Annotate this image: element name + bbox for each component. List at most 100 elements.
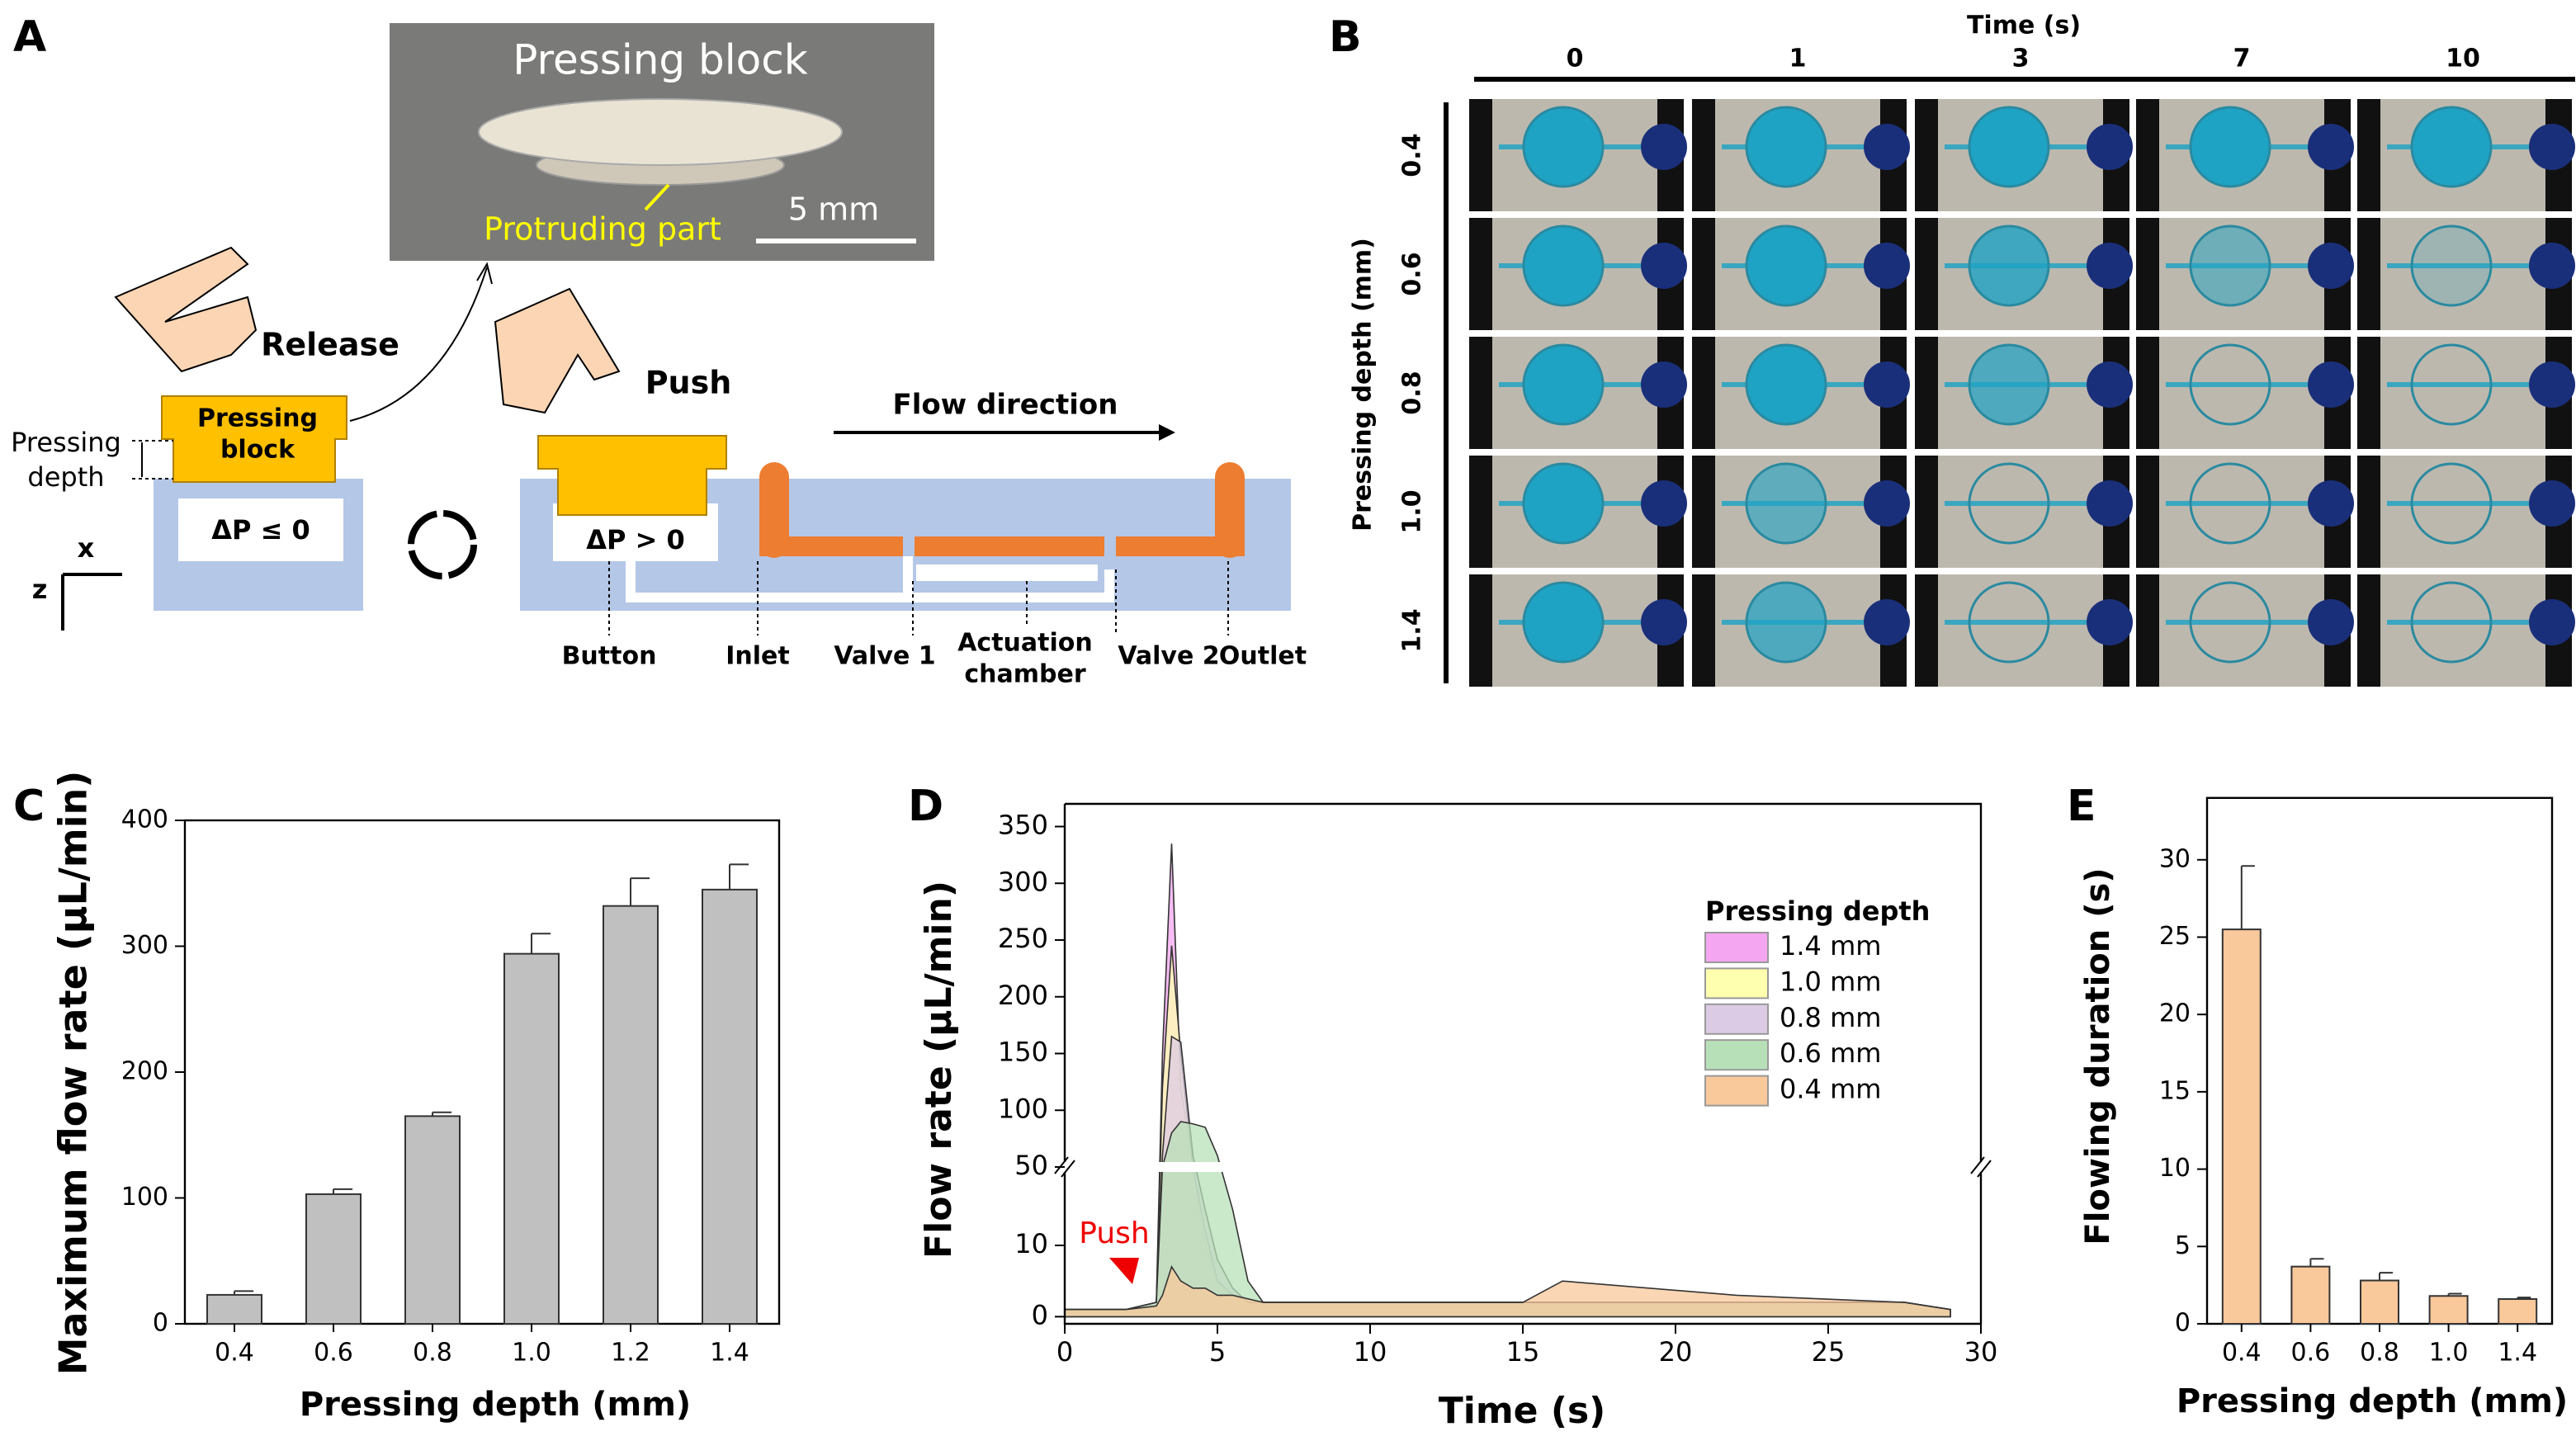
label: 5 mm — [788, 191, 879, 228]
y-tick-label: 100 — [121, 1183, 168, 1212]
outlet — [1864, 124, 1910, 170]
grid-col-label: 10 — [2446, 45, 2480, 73]
well — [1745, 581, 1827, 664]
label: block — [220, 436, 295, 465]
label: x — [78, 532, 95, 564]
label: Push — [645, 365, 732, 401]
well — [2410, 462, 2493, 545]
cycle — [408, 510, 477, 579]
photo-cell — [1915, 99, 2133, 211]
photo-cell — [1469, 574, 1687, 687]
label: Valve 2 — [1118, 642, 1219, 671]
photo-cell — [1692, 337, 1910, 449]
photo-cell — [2136, 574, 2354, 687]
y-tick-label: 200 — [998, 980, 1048, 1011]
arrow — [476, 262, 493, 285]
outlet — [2308, 243, 2354, 289]
outlet — [2308, 124, 2354, 170]
photo-cell — [1469, 99, 1687, 211]
photo-cell — [2357, 218, 2575, 330]
x-tick-label: 0.4 — [215, 1339, 254, 1368]
label: Inlet — [726, 642, 790, 671]
label: depth — [27, 461, 104, 493]
y-tick-label: 50 — [1014, 1150, 1048, 1181]
legend-title: Pressing depth — [1705, 895, 1930, 927]
photo-cell — [2357, 574, 2575, 687]
well — [1968, 581, 2050, 664]
well — [2410, 106, 2493, 188]
bar — [702, 888, 758, 1325]
label: Outlet — [1219, 642, 1307, 671]
photo-cell — [1915, 337, 2133, 449]
photo-cell — [1692, 218, 1910, 330]
photo-cell — [1692, 456, 1910, 568]
x-tick-label: 1.4 — [2498, 1339, 2537, 1368]
outlet — [2308, 480, 2354, 527]
bar — [503, 952, 560, 1325]
x-tick-label: 0.4 — [2222, 1339, 2262, 1368]
grid-col-label: 7 — [2233, 45, 2251, 73]
outlet — [1641, 243, 1687, 289]
chamber — [916, 565, 1098, 581]
photo-grid: Time (s) Pressing depth (mm) 0 1 3 7 10 0.4 0.… — [1349, 12, 2575, 687]
y-axis-label: Flowing duration (s) — [2079, 867, 2117, 1245]
photo-title: Pressing block — [513, 36, 808, 84]
outlet — [2529, 361, 2575, 408]
x-axis-label: Pressing depth (mm) — [300, 1386, 691, 1424]
photo — [2159, 456, 2324, 568]
outlet — [1641, 124, 1687, 170]
grid-col-label: 0 — [1567, 45, 1584, 73]
outlet — [2308, 599, 2354, 645]
well — [1745, 224, 1827, 307]
panel-label: D — [908, 782, 943, 831]
valve — [1104, 536, 1116, 556]
outlet — [1641, 480, 1687, 527]
photo — [2159, 574, 2324, 687]
y-tick-label: 5 — [2175, 1231, 2191, 1260]
x-tick-label: 1.0 — [512, 1339, 551, 1368]
hand — [114, 246, 258, 373]
photo-cell — [2357, 99, 2575, 211]
plot-frame — [183, 819, 781, 1325]
legend-label: 0.4 mm — [1780, 1074, 1881, 1105]
grid-row-label: 0.8 — [1398, 371, 1427, 414]
outlet — [1864, 599, 1910, 645]
legend-swatch — [1704, 1039, 1769, 1071]
grid-col-label: 1 — [1789, 45, 1807, 73]
well — [1968, 343, 2050, 426]
disk — [478, 98, 843, 166]
photo — [2380, 456, 2545, 568]
y-tick-label: 10 — [1014, 1228, 1048, 1259]
y-axis-label: Flow rate (μL/min) — [918, 881, 960, 1259]
outlet — [1864, 361, 1910, 408]
grid-title: Time (s) — [1967, 12, 2081, 40]
axis-break — [1052, 1162, 1994, 1172]
y-tick-label: 100 — [998, 1093, 1048, 1124]
well — [1522, 581, 1605, 664]
y-tick-label: 150 — [998, 1037, 1048, 1068]
annotation-arrow — [1109, 1258, 1139, 1284]
panel-label: A — [13, 12, 46, 62]
bar — [2498, 1298, 2538, 1325]
x-tick-label: 20 — [1659, 1336, 1693, 1368]
x-tick-label: 15 — [1506, 1336, 1540, 1368]
x-axis-label: Pressing depth (mm) — [2177, 1382, 2568, 1420]
panel-label: C — [13, 782, 45, 831]
outlet — [2529, 599, 2575, 645]
x-tick-label: 1.2 — [611, 1339, 650, 1368]
bar — [2360, 1279, 2399, 1325]
y-tick-label: 0 — [2175, 1309, 2191, 1338]
outlet — [1864, 480, 1910, 527]
panel-label: E — [2067, 782, 2096, 831]
outlet — [1641, 361, 1687, 408]
photo-cell — [1469, 456, 1687, 568]
photo-cell — [1692, 99, 1910, 211]
legend-swatch — [1704, 1003, 1769, 1035]
well — [1522, 106, 1605, 188]
outlet — [1641, 599, 1687, 645]
outlet — [2087, 361, 2133, 408]
bar — [2290, 1265, 2331, 1325]
photo — [2380, 218, 2545, 330]
well — [1745, 106, 1827, 188]
annotation: Push — [1079, 1217, 1149, 1250]
